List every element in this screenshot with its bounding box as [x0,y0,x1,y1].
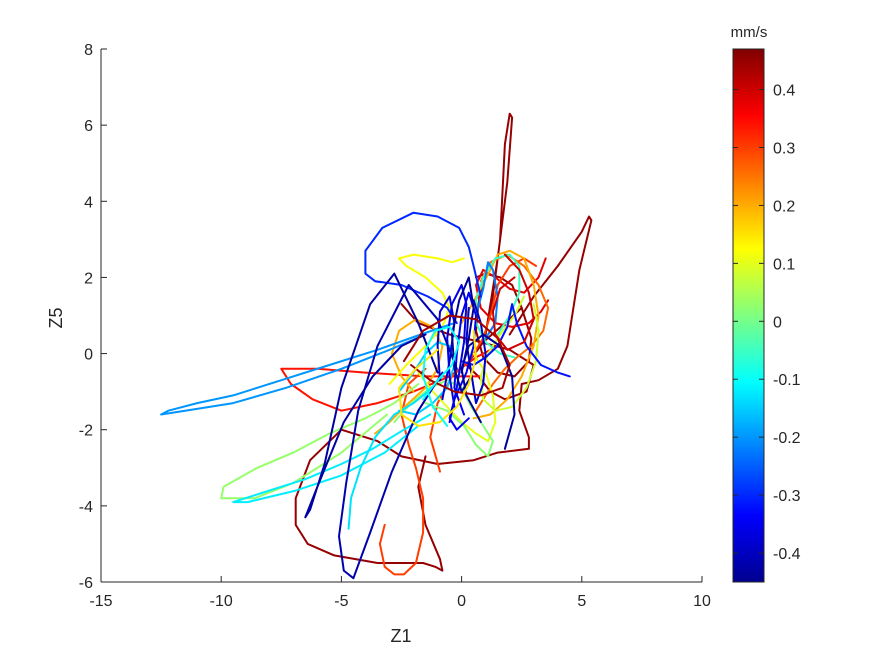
trajectory-24 [460,303,571,378]
trajectory-27 [436,295,456,401]
x-tick-label: -5 [334,593,348,610]
trajectory-19 [347,375,444,530]
trajectory-15 [220,383,420,500]
y-tick-label: 0 [84,347,93,364]
x-tick-label: 5 [577,593,586,610]
colorbar-ticks: -0.4 -0.3 -0.2 -0.1 0 0.1 0.2 0.3 0.4 [733,83,801,563]
trajectory-4 [475,272,533,378]
x-tick-label: -15 [89,593,112,610]
y-tick-label: -2 [79,423,93,440]
colorbar: mm/s -0.4 -0.3 -0.2 -0.1 0 0.1 0.2 0.3 0.4 [731,24,801,583]
colorbar-tick-label: 0.3 [773,140,795,157]
y-tick-label: -4 [79,499,93,516]
y-tick-label: 8 [84,42,93,59]
trajectory-5 [475,257,550,328]
trajectory-11 [460,249,540,420]
trajectory-12 [388,253,465,385]
trajectory-34 [491,253,535,351]
trajectory-14 [479,295,540,412]
trajectory-31 [451,276,475,393]
trajectory-36 [422,325,461,427]
trajectory-33 [402,314,511,397]
trajectory-32 [460,333,516,450]
trajectory-22 [475,261,499,340]
trajectory-curves [160,112,593,580]
colorbar-tick-label: -0.2 [773,430,801,447]
colorbar-tick-label: -0.1 [773,372,801,389]
x-tick-label: 10 [693,593,711,610]
trajectory-2 [294,215,593,572]
trajectory-35 [398,329,477,427]
y-axis-label: Z5 [46,307,66,328]
trajectory-30 [304,272,439,519]
y-tick-label: 4 [84,194,93,211]
x-axis-label: Z1 [390,626,411,646]
y-tick-label: 2 [84,270,93,287]
trajectory-13 [417,352,497,443]
colorbar-tick-label: 0 [773,314,782,331]
colorbar-unit-label: mm/s [731,24,768,41]
colorbar-tick-label: 0.1 [773,256,795,273]
y-tick-label: 6 [84,118,93,135]
y-tick-label: -6 [79,575,93,592]
colorbar-tick-label: -0.3 [773,488,801,505]
colorbar-tick-label: 0.2 [773,198,795,215]
trajectory-21 [160,322,456,416]
colorbar-tick-label: 0.4 [773,83,795,100]
colorbar-gradient [732,48,765,583]
x-tick-label: 0 [457,593,466,610]
colorbar-tick-label: -0.4 [773,546,801,563]
trajectory-17 [475,253,521,359]
trajectory-29 [338,284,458,580]
trajectory-23 [364,211,482,325]
x-tick-label: -10 [210,593,233,610]
trajectory-1 [484,112,514,336]
axes: -15 -10 -5 0 5 10 -6 -4 -2 0 2 4 6 8 [79,42,711,610]
